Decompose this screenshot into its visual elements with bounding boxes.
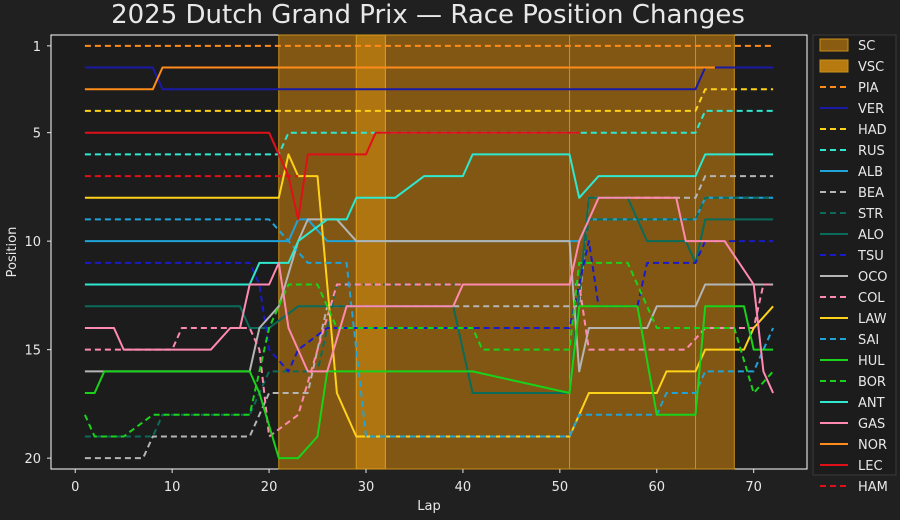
- legend-label-alb: ALB: [858, 165, 883, 180]
- x-tick-label: 70: [745, 480, 762, 495]
- series-line-had: [84, 88, 774, 112]
- vsc-band: [355, 34, 386, 470]
- legend: SC VSC PIA VER HAD RUS ALB BEA STR ALO TSU OCO COL LA…: [812, 34, 897, 495]
- legend-label-bor: BOR: [858, 375, 886, 390]
- legend-label-bea: BEA: [858, 186, 884, 201]
- x-tick-label: 60: [648, 480, 665, 495]
- series-line-sai: [84, 218, 775, 438]
- x-tick-label: 30: [358, 480, 375, 495]
- series-line-nor: [84, 66, 715, 91]
- legend-label-col: COL: [858, 291, 885, 306]
- legend-label-nor: NOR: [858, 438, 887, 453]
- y-tick-label: 1: [33, 40, 41, 55]
- x-tick-label: 0: [71, 480, 79, 495]
- series-line-bor: [83, 261, 774, 438]
- series-line-ver: [84, 66, 774, 91]
- x-tick-label: 40: [455, 480, 472, 495]
- y-axis-label: Position: [5, 227, 20, 278]
- series-line-tsu: [84, 240, 774, 373]
- driver-lines: [83, 44, 775, 460]
- legend-label-pia: PIA: [858, 81, 879, 96]
- legend-label-oco: OCO: [858, 270, 888, 285]
- legend-label-str: STR: [858, 207, 883, 222]
- sc-band: [569, 34, 697, 470]
- legend-swatch-vsc: [819, 59, 849, 73]
- x-axis-label: Lap: [417, 499, 440, 514]
- y-tick-label: 10: [24, 235, 41, 250]
- x-tick-label: 20: [261, 480, 278, 495]
- series-line-lec: [84, 131, 580, 221]
- legend-label-ver: VER: [858, 102, 884, 117]
- legend-label-gas: GAS: [858, 417, 885, 432]
- series-line-gas: [84, 196, 775, 394]
- y-tick-label: 15: [24, 344, 41, 359]
- series-line-oco: [84, 218, 774, 373]
- legend-label-tsu: TSU: [857, 249, 884, 264]
- legend-label-sai: SAI: [858, 333, 879, 348]
- safety-car-bands: [278, 34, 735, 470]
- sc-band: [695, 34, 735, 470]
- series-line-hul: [84, 305, 774, 460]
- legend-label-ant: ANT: [858, 396, 885, 411]
- series-line-col: [84, 283, 774, 438]
- sc-band: [384, 34, 571, 470]
- legend-label-rus: RUS: [858, 144, 885, 159]
- legend-label-sc: SC: [858, 39, 875, 54]
- sc-band: [278, 34, 357, 470]
- legend-label-alo: ALO: [858, 228, 884, 243]
- legend-label-vsc: VSC: [858, 60, 884, 75]
- legend-label-ham: HAM: [858, 480, 888, 495]
- chart-title: 2025 Dutch Grand Prix — Race Position Ch…: [111, 0, 745, 30]
- legend-label-law: LAW: [858, 312, 887, 327]
- x-tick-label: 50: [552, 480, 569, 495]
- series-line-ant: [84, 153, 774, 286]
- legend-swatch-sc: [819, 38, 849, 52]
- x-axis-ticks: 0 10 20 30 40 50 60 70: [71, 469, 762, 495]
- legend-label-lec: LEC: [858, 459, 883, 474]
- legend-label-had: HAD: [858, 123, 887, 138]
- series-line-law: [84, 153, 774, 438]
- x-tick-label: 10: [164, 480, 181, 495]
- series-line-str: [84, 196, 774, 438]
- y-tick-label: 5: [33, 127, 41, 142]
- y-tick-label: 20: [24, 452, 41, 467]
- legend-label-hul: HUL: [858, 354, 885, 369]
- series-line-bea: [84, 175, 774, 460]
